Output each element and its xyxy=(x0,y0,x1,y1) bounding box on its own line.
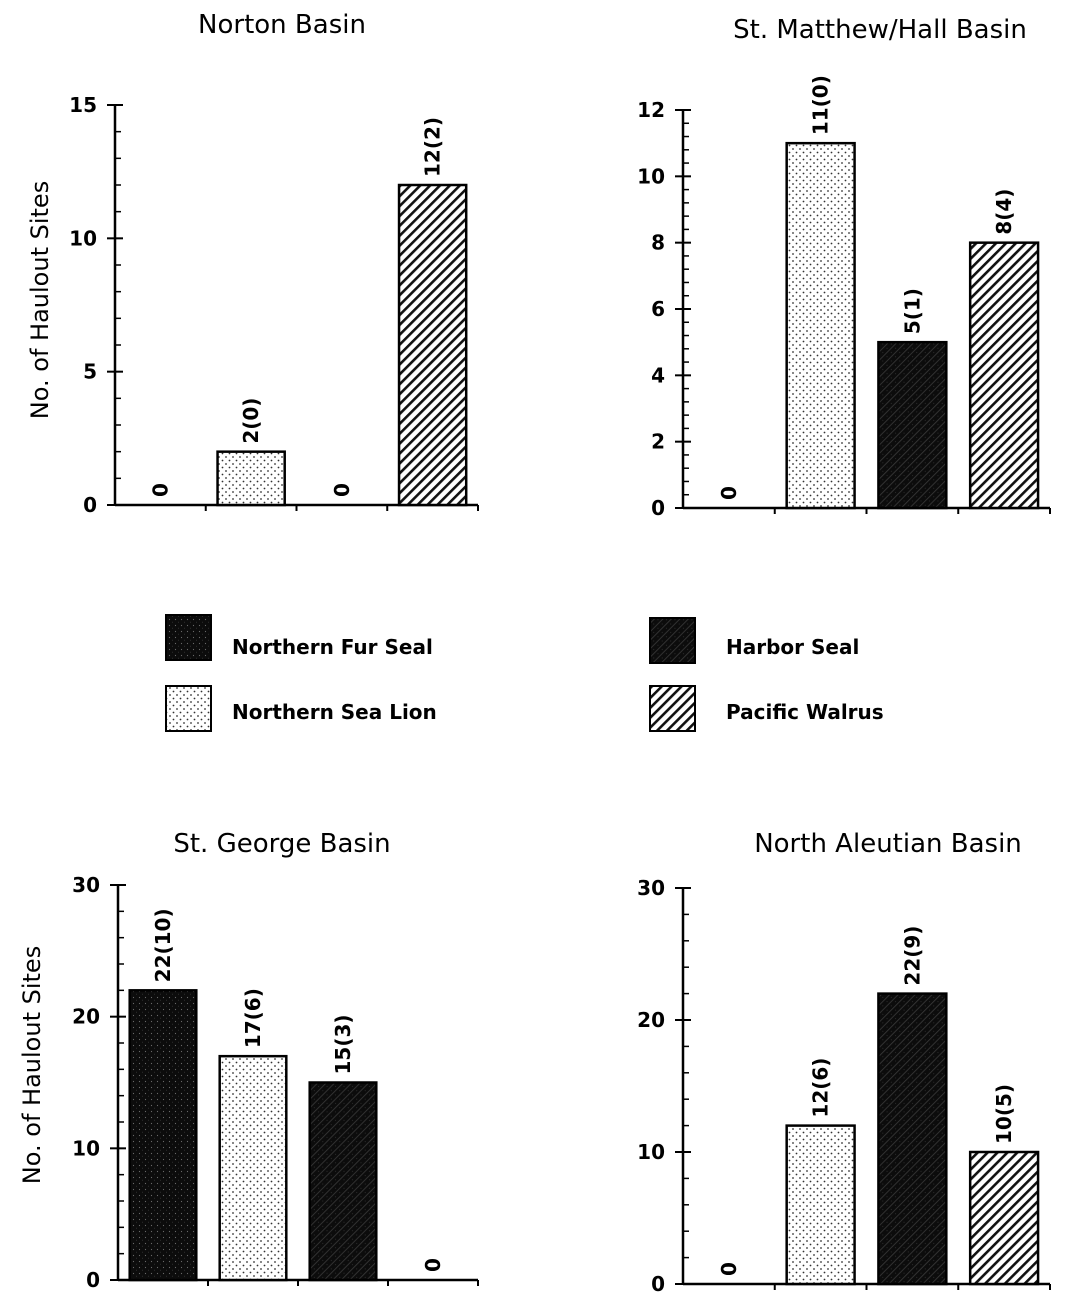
y-tick-label: 6 xyxy=(651,297,665,321)
legend-swatch-harbor xyxy=(649,617,696,664)
y-tick-label: 10 xyxy=(637,164,665,188)
bar-harbor-seal xyxy=(877,340,948,510)
y-tick-label: 30 xyxy=(637,876,665,900)
y-axis: 0 10 20 30 xyxy=(637,876,691,1293)
bar-northern-sea-lion xyxy=(785,1124,856,1286)
data-label: 22(10) xyxy=(151,908,175,982)
bar-pacific-walrus xyxy=(968,241,1040,510)
y-tick-label: 8 xyxy=(651,231,665,255)
bar-northern-sea-lion xyxy=(785,141,856,510)
y-tick-label: 2 xyxy=(651,430,665,454)
legend-swatch-fur xyxy=(165,614,212,661)
bar-northern-sea-lion xyxy=(218,1054,288,1282)
y-tick-label: 10 xyxy=(637,1140,665,1164)
y-tick-label: 0 xyxy=(651,1272,665,1293)
panel-title: North Aleutian Basin xyxy=(754,829,1022,859)
y-tick-label: 15 xyxy=(69,93,97,117)
panel-title: Norton Basin xyxy=(198,10,366,40)
bar-harbor-seal xyxy=(877,992,948,1286)
legend-label: Northern Sea Lion xyxy=(232,700,437,724)
legend-entry-pacific-walrus: Pacific Walrus xyxy=(649,685,884,732)
bars: 0 2(0) 0 12(2) xyxy=(148,117,468,507)
legend-swatch-sealion xyxy=(165,685,212,732)
data-label: 0 xyxy=(717,1262,741,1276)
legend-label: Northern Fur Seal xyxy=(232,635,433,659)
bars: 0 11(0) 5(1) 8(4) xyxy=(717,75,1040,510)
data-label: 2(0) xyxy=(239,398,263,444)
y-tick-label: 10 xyxy=(72,1136,100,1160)
y-tick-label: 5 xyxy=(83,360,97,384)
legend-label: Pacific Walrus xyxy=(726,700,884,724)
panel-north-aleutian-basin: North Aleutian Basin 0 10 20 30 0 12(6) 22(9)… xyxy=(637,829,1051,1293)
panel-st-george-basin: St. George Basin No. of Haulout Sites 0 1… xyxy=(18,829,479,1292)
y-tick-label: 20 xyxy=(637,1008,665,1032)
bars: 0 12(6) 22(9) 10(5) xyxy=(717,926,1040,1286)
legend-swatch-walrus xyxy=(649,685,696,732)
y-axis: 0 10 20 30 xyxy=(72,873,126,1292)
y-tick-label: 0 xyxy=(651,496,665,520)
data-label: 12(2) xyxy=(421,117,445,177)
data-label: 0 xyxy=(717,486,741,500)
legend-entry-northern-sea-lion: Northern Sea Lion xyxy=(165,685,437,732)
y-axis: 0 2 4 6 8 10 12 xyxy=(637,98,691,520)
y-axis: 0 5 10 15 xyxy=(69,93,123,517)
data-label: 11(0) xyxy=(809,75,833,135)
y-tick-label: 0 xyxy=(83,493,97,517)
data-label: 15(3) xyxy=(331,1014,355,1074)
y-tick-label: 20 xyxy=(72,1005,100,1029)
bar-pacific-walrus xyxy=(968,1150,1040,1286)
data-label: 17(6) xyxy=(241,988,265,1048)
panel-title: St. George Basin xyxy=(173,829,390,859)
legend-entry-northern-fur-seal: Northern Fur Seal xyxy=(165,614,433,661)
y-axis-label: No. of Haulout Sites xyxy=(26,181,54,419)
legend-entry-harbor-seal: Harbor Seal xyxy=(649,617,859,664)
y-tick-label: 0 xyxy=(86,1268,100,1292)
legend-label: Harbor Seal xyxy=(726,635,859,659)
y-tick-label: 30 xyxy=(72,873,100,897)
data-label: 10(5) xyxy=(992,1084,1016,1144)
panel-title: St. Matthew/Hall Basin xyxy=(733,15,1027,45)
y-tick-label: 10 xyxy=(69,226,97,250)
data-label: 22(9) xyxy=(900,926,924,986)
y-axis-label: No. of Haulout Sites xyxy=(18,946,46,1184)
bars: 22(10) 17(6) 15(3) 0 xyxy=(128,908,445,1282)
data-label: 0 xyxy=(148,483,172,497)
legend: Northern Fur Seal Harbor Seal Northern S… xyxy=(165,614,884,732)
bar-northern-fur-seal xyxy=(128,989,198,1282)
bar-northern-sea-lion xyxy=(216,450,286,507)
data-label: 8(4) xyxy=(992,189,1016,235)
data-label: 0 xyxy=(421,1258,445,1272)
data-label: 5(1) xyxy=(900,288,924,334)
y-tick-label: 4 xyxy=(651,363,665,387)
bar-pacific-walrus xyxy=(397,183,468,507)
panel-st-matthew-hall-basin: St. Matthew/Hall Basin 0 2 4 6 8 10 12 0 11(0) 5… xyxy=(637,15,1051,520)
data-label: 12(6) xyxy=(809,1058,833,1118)
y-tick-label: 12 xyxy=(637,98,665,122)
bar-harbor-seal xyxy=(308,1081,378,1282)
panel-norton-basin: Norton Basin No. of Haulout Sites 0 5 10 15… xyxy=(26,10,479,517)
data-label: 0 xyxy=(330,483,354,497)
